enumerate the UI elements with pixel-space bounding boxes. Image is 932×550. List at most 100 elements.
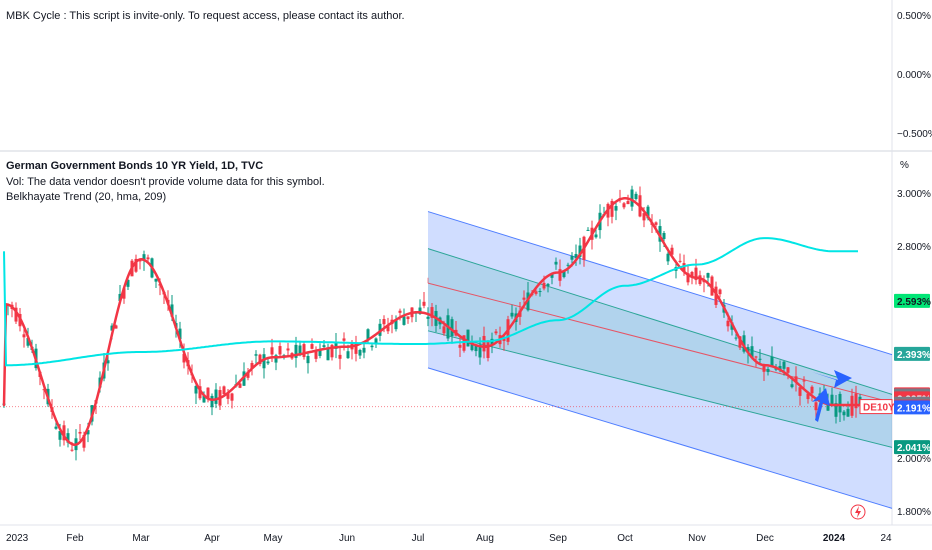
candle-body <box>126 279 130 287</box>
channel-outer-band <box>428 211 892 448</box>
candle-body <box>142 254 146 262</box>
candle-body <box>270 347 274 355</box>
candle-body <box>86 430 90 435</box>
candle-body <box>574 254 578 259</box>
candle-body <box>726 320 730 327</box>
candle-body <box>54 426 58 429</box>
candle <box>362 342 366 359</box>
candle-body <box>842 411 846 416</box>
main-legend-indicator[interactable]: Belkhayate Trend (20, hma, 209) <box>6 191 167 203</box>
candle-body <box>550 273 554 278</box>
candle-body <box>478 344 482 358</box>
candle <box>278 342 282 359</box>
candle <box>326 343 330 361</box>
candle-body <box>254 354 258 356</box>
indicator-legend: MBK Cycle : This script is invite-only. … <box>6 10 405 22</box>
candle-body <box>278 346 282 355</box>
candle-body <box>182 353 186 363</box>
candle-body <box>322 345 326 347</box>
candle-body <box>66 433 70 443</box>
candle <box>302 341 306 360</box>
candle-body <box>742 335 746 352</box>
candle-body <box>802 380 806 382</box>
candle-body <box>262 354 266 369</box>
candle <box>574 244 578 266</box>
time-axis-label: Oct <box>617 533 633 544</box>
candle <box>402 308 406 326</box>
candle-body <box>766 369 770 373</box>
candle-body <box>706 273 710 278</box>
candle-body <box>342 338 346 341</box>
candle-body <box>626 201 630 205</box>
channel-line-mid <box>427 282 893 403</box>
candle-body <box>178 328 182 340</box>
candle-body <box>146 257 150 260</box>
candle-body <box>534 291 538 294</box>
price-badge: 2.393% <box>894 346 931 361</box>
price-badge-bg <box>894 400 930 415</box>
candle <box>610 198 614 224</box>
candle-body <box>318 349 322 356</box>
candle-body <box>678 260 682 262</box>
time-axis-label: 24 <box>880 533 892 544</box>
candle <box>410 307 414 323</box>
price-tick-label: 3.000% <box>897 189 931 200</box>
candle-body <box>202 394 206 403</box>
channel-line-lower <box>427 367 893 509</box>
candle <box>458 336 462 357</box>
candle-body <box>586 229 590 231</box>
candle-body <box>134 258 138 272</box>
candle-body <box>110 325 114 331</box>
candle-body <box>238 383 242 388</box>
candle-body <box>258 354 262 364</box>
candle-body <box>566 264 570 266</box>
candle-body <box>770 356 774 366</box>
time-axis-label: 2023 <box>6 533 29 544</box>
price-badge-label: 2.191% <box>897 403 931 414</box>
candle <box>222 385 226 396</box>
candle-body <box>846 408 850 417</box>
candle <box>370 344 374 351</box>
candle <box>854 385 858 418</box>
main-legend-title[interactable]: German Government Bonds 10 YR Yield, 1D,… <box>6 160 264 172</box>
candle-body <box>314 351 318 359</box>
candle-body <box>562 271 566 278</box>
price-tick-label: 2.800% <box>897 242 931 253</box>
candle-body <box>374 338 378 344</box>
candle-body <box>570 255 574 260</box>
candle-body <box>782 361 786 369</box>
price-badge: 2.593% <box>894 293 931 308</box>
candle-body <box>382 319 386 325</box>
candle <box>78 424 82 441</box>
indicator-tick-label: 0.500% <box>897 11 931 22</box>
candle-body <box>122 288 126 299</box>
candle-body <box>754 356 758 358</box>
candle <box>842 410 846 421</box>
candle-body <box>310 344 314 349</box>
price-badge-label: 2.393% <box>897 350 931 361</box>
candle <box>426 307 430 327</box>
candle <box>810 385 814 402</box>
candle-body <box>694 267 698 281</box>
candle <box>394 315 398 332</box>
candle-body <box>546 283 550 287</box>
candle <box>742 330 746 354</box>
candle <box>622 202 626 210</box>
candle-body <box>542 282 546 289</box>
candle-body <box>510 312 514 317</box>
candle <box>630 185 634 211</box>
candle-body <box>686 273 690 283</box>
time-axis-label: Mar <box>132 533 150 544</box>
candle-body <box>798 387 802 396</box>
candle-body <box>734 337 738 339</box>
candle-body <box>634 193 638 200</box>
candle-body <box>810 386 814 394</box>
candle-body <box>394 319 398 330</box>
candle <box>154 278 158 289</box>
candle-body <box>854 393 858 409</box>
time-axis-label: 2024 <box>823 533 846 544</box>
candle-body <box>362 347 366 353</box>
time-axis-label: Aug <box>476 533 494 544</box>
candle <box>338 345 342 370</box>
